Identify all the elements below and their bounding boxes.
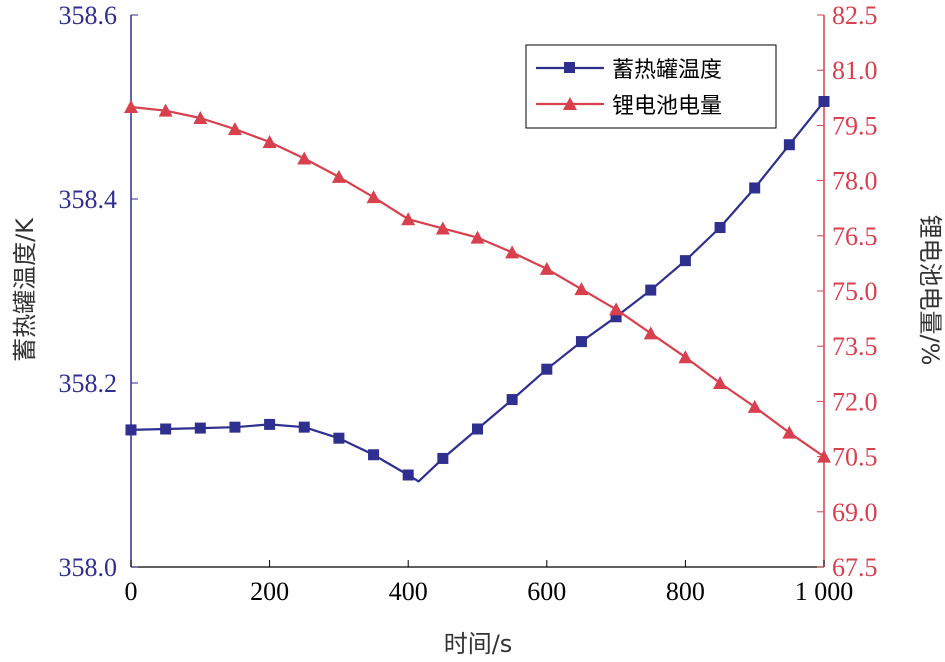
y-right-tick-label: 70.5 <box>832 443 878 472</box>
legend-marker-battery <box>563 97 577 110</box>
y-right-tick-label: 82.5 <box>832 1 878 30</box>
battery-point <box>609 302 624 316</box>
legend-box <box>525 44 777 129</box>
battery-point <box>782 425 797 439</box>
temperature-point <box>298 421 310 433</box>
temperature-point <box>645 284 657 296</box>
temperature-point <box>783 139 795 151</box>
battery-point <box>643 326 658 340</box>
axes: 0 200 400 600 800 1 000 358.0 358.2 358.4 358.6 67… <box>59 1 878 606</box>
temperature-point <box>368 449 380 461</box>
series-layer <box>124 95 831 483</box>
temperature-point <box>610 311 622 323</box>
temperature-point <box>506 394 518 406</box>
y-left-axis-title: 蓄热罐温度/K <box>11 217 39 362</box>
y-right-tick-label: 78.0 <box>832 167 878 196</box>
temperature-point <box>264 418 276 430</box>
temperature-point <box>749 182 761 194</box>
x-tick-label: 600 <box>527 577 566 606</box>
temperature-point <box>714 222 726 234</box>
temperature-point <box>575 336 587 348</box>
battery-point <box>297 151 312 165</box>
battery-point <box>227 122 242 136</box>
temperature-point <box>402 469 414 481</box>
x-axis-title: 时间/s <box>444 630 513 658</box>
battery-point <box>747 399 762 413</box>
temperature-point <box>818 95 830 107</box>
x-tick-label: 400 <box>389 577 428 606</box>
y-right-tick-label: 72.0 <box>832 387 878 416</box>
temperature-point <box>229 421 241 433</box>
y-left-tick-label: 358.4 <box>59 185 118 214</box>
temperature-point <box>472 423 483 435</box>
y-right-tick-label: 73.5 <box>832 332 878 361</box>
temperature-point <box>679 255 691 267</box>
battery-point <box>193 111 208 125</box>
legend-marker-temperature <box>564 62 575 73</box>
battery-point <box>678 350 693 364</box>
temperature-point <box>541 363 553 375</box>
x-tick-label: 200 <box>250 577 289 606</box>
battery-point <box>331 169 346 183</box>
battery-point <box>817 449 831 463</box>
battery-point <box>435 221 450 235</box>
y-right-tick-label: 69.0 <box>832 498 878 527</box>
x-tick-label: 0 <box>125 577 138 606</box>
battery-point <box>366 190 381 204</box>
battery-point <box>539 261 554 275</box>
legend: 蓄热罐温度 锂电池电量 <box>525 44 777 129</box>
y-right-tick-label: 81.0 <box>832 56 878 85</box>
battery-line <box>130 105 825 458</box>
y-right-axis-title: 锂电池电量/% <box>916 215 944 366</box>
legend-label-battery: 锂电池电量 <box>612 94 722 119</box>
y-left-tick-label: 358.6 <box>59 1 118 30</box>
y-right-tick-label: 76.5 <box>832 222 878 251</box>
x-tick-label: 1 000 <box>795 577 854 606</box>
battery-point <box>505 245 520 259</box>
battery-point <box>124 100 138 113</box>
y-right-tick-label: 75.0 <box>832 277 878 306</box>
legend-label-temperature: 蓄热罐温度 <box>612 58 722 83</box>
battery-point <box>401 212 416 226</box>
battery-point <box>158 103 173 117</box>
temperature-point <box>194 422 206 434</box>
y-left-tick-label: 358.2 <box>59 369 118 398</box>
battery-point <box>713 376 728 389</box>
x-tick-label: 800 <box>666 577 705 606</box>
y-right-tick-label: 67.5 <box>832 553 878 582</box>
battery-point <box>574 282 589 296</box>
battery-point <box>470 230 485 244</box>
temperature-point <box>160 423 172 435</box>
y-left-tick-label: 358.0 <box>59 553 118 582</box>
battery-point <box>262 134 277 148</box>
temperature-point <box>333 432 345 444</box>
temperature-line <box>130 100 825 483</box>
temperature-point <box>125 424 137 436</box>
temperature-point <box>437 452 449 464</box>
y-right-tick-label: 79.5 <box>832 111 878 140</box>
